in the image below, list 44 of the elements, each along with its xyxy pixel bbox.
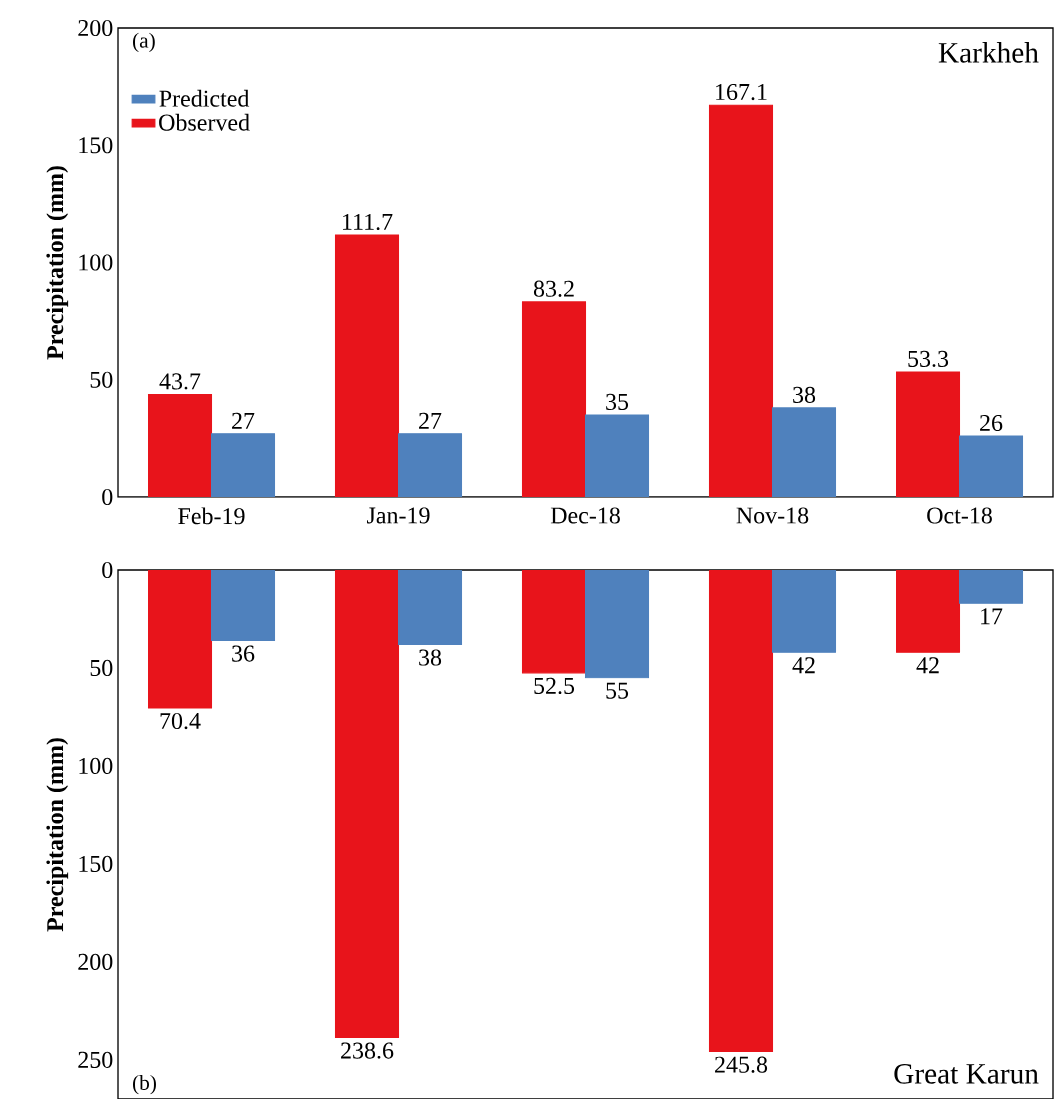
y-axis-title: Precipitation (mm) [46, 738, 69, 932]
data-label: 43.7 [159, 373, 201, 390]
y-tick-label: 150 [79, 137, 113, 154]
y-tick-label: 250 [78, 1051, 113, 1068]
data-label: 167.1 [716, 83, 767, 101]
annotation: (a) [133, 32, 155, 53]
data-label: 27 [232, 412, 255, 429]
data-label: 111.7 [343, 213, 393, 231]
data-label: 70.4 [160, 712, 201, 730]
y-tick-label: 0 [102, 488, 113, 506]
data-label: 245.8 [715, 1056, 768, 1073]
data-label: 52.5 [534, 677, 575, 695]
data-label: 83.2 [533, 280, 574, 297]
x-tick-label: Jan-19 [367, 507, 430, 524]
data-label: 26 [980, 414, 1003, 432]
y-tick-label: 150 [79, 855, 113, 872]
data-label: 238.6 [341, 1042, 394, 1059]
data-label: 17 [981, 608, 1003, 625]
annotation: Great Karun [894, 1064, 1039, 1084]
y-tick-label: 200 [78, 953, 113, 970]
y-tick-label: 0 [102, 561, 113, 579]
data-label: 38 [419, 649, 442, 666]
x-tick-label: Oct-18 [927, 507, 992, 524]
y-axis-title: Precipitation (mm) [46, 166, 69, 360]
annotation: (b) [133, 1074, 156, 1095]
y-tick-label: 100 [79, 757, 113, 775]
data-label: 53.3 [908, 350, 949, 368]
data-label: 55 [606, 682, 629, 699]
y-tick-label: 50 [90, 659, 113, 677]
data-label: 42 [792, 657, 815, 674]
data-label: 38 [793, 386, 816, 403]
annotation: Karkheh [938, 42, 1039, 63]
y-tick-label: 100 [79, 254, 113, 271]
y-tick-label: 200 [78, 19, 113, 37]
legend-label: Predicted [159, 89, 250, 107]
y-tick-label: 50 [90, 371, 113, 388]
x-tick-label: Nov-18 [736, 507, 809, 524]
legend-label: Observed [159, 113, 250, 131]
data-label: 42 [916, 657, 939, 674]
data-label: 36 [232, 645, 255, 662]
data-label: 35 [606, 393, 629, 410]
x-tick-label: Feb-19 [178, 507, 245, 525]
x-tick-label: Dec-18 [550, 507, 620, 524]
data-label: 27 [419, 412, 442, 429]
